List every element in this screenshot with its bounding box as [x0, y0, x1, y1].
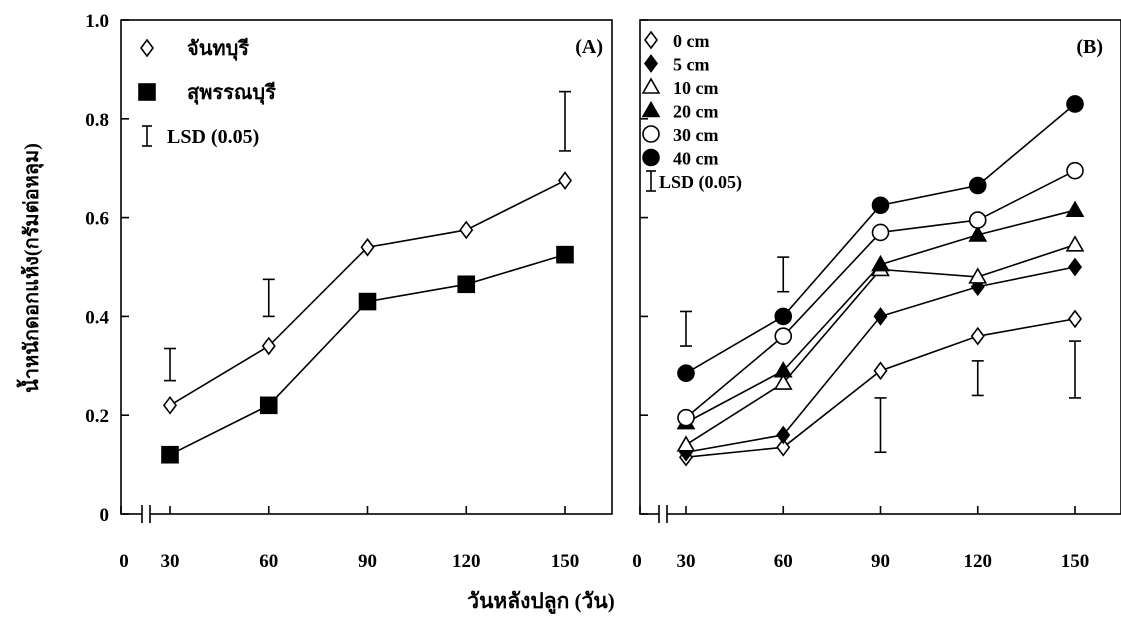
x-tick-label: 30	[161, 551, 180, 572]
legend-marker	[642, 148, 660, 167]
legend-marker	[644, 54, 658, 73]
data-point	[776, 437, 791, 457]
series-line	[169, 253, 566, 456]
legend-label: 40 cm	[673, 149, 718, 169]
data-point	[558, 171, 572, 190]
data-point	[1068, 257, 1082, 277]
x-tick-label: 120	[964, 551, 993, 572]
data-point	[968, 211, 987, 229]
y-tick-label: 0	[100, 505, 110, 526]
legend-lsd-label: LSD (0.05)	[167, 126, 259, 148]
data-point	[968, 176, 987, 195]
legend-marker	[138, 83, 156, 101]
panel-a: 0 30 60 90 120 150 0 0.2 0.4 0.6 0.8 1.0 (A) จันทบุรี…	[85, 11, 613, 572]
data-point	[457, 275, 476, 294]
x-tick-label: 150	[1061, 551, 1090, 572]
data-point	[871, 196, 890, 215]
y-tick-label: 0.6	[85, 209, 109, 230]
x-tick-label: 120	[452, 551, 481, 572]
x-tick-label: 0	[632, 551, 642, 572]
panel-label: (B)	[1076, 36, 1103, 58]
x-tick-label: 0	[119, 551, 129, 572]
y-tick-label: 0.2	[85, 406, 109, 427]
legend-marker	[642, 125, 660, 143]
data-point	[161, 445, 179, 464]
legend-label: 0 cm	[673, 31, 709, 51]
data-point	[1066, 161, 1084, 180]
data-point	[360, 237, 375, 257]
data-point	[871, 223, 890, 242]
data-point	[1065, 235, 1085, 252]
data-point	[968, 267, 988, 284]
data-point	[968, 225, 988, 242]
data-point	[773, 361, 793, 378]
legend-label: 5 cm	[673, 55, 709, 75]
data-point	[358, 292, 377, 311]
x-tick-label: 30	[677, 551, 696, 572]
data-point	[773, 373, 793, 390]
data-point	[556, 245, 574, 264]
data-point	[1068, 309, 1082, 329]
legend-marker	[641, 100, 661, 118]
legend-marker	[140, 38, 154, 58]
y-tick-label: 0.8	[85, 110, 109, 131]
axis-break-gap	[142, 506, 150, 522]
legend-lsd-label: LSD (0.05)	[659, 172, 742, 193]
data-point	[774, 327, 793, 345]
x-tick-label: 90	[358, 551, 377, 572]
legend-label: 30 cm	[673, 125, 718, 145]
x-tick-label: 60	[774, 551, 793, 572]
panel-b: 0 30 60 90 120 150 (B) 0 cm 5 cm 10 cm 20 cm 30 cm 4…	[632, 19, 1121, 572]
x-tick-label: 90	[871, 551, 890, 572]
data-point	[776, 425, 791, 445]
legend-label: 10 cm	[673, 78, 718, 98]
plot-frame	[120, 19, 613, 515]
legend-marker	[644, 30, 658, 50]
data-point	[1065, 200, 1085, 217]
figure-xlabel: วันหลังปลูก (วัน)	[467, 589, 614, 615]
legend-label: จันทบุรี	[187, 37, 249, 61]
data-point	[774, 307, 793, 326]
data-point	[676, 435, 696, 452]
legend-label: 20 cm	[673, 102, 718, 122]
axis-break-gap	[659, 506, 667, 522]
x-tick-label: 60	[259, 551, 278, 572]
x-tick-label: 150	[551, 551, 580, 572]
data-point	[163, 395, 177, 415]
data-point	[459, 220, 474, 240]
data-point	[1066, 95, 1084, 113]
data-point	[259, 396, 278, 415]
data-point	[677, 408, 695, 427]
legend-label: สุพรรณบุรี	[187, 81, 276, 105]
data-point	[873, 361, 888, 381]
data-point	[871, 254, 890, 272]
data-point	[261, 336, 276, 356]
panel-label: (A)	[575, 36, 603, 58]
y-tick-label: 0.4	[85, 307, 109, 328]
data-point	[970, 326, 985, 346]
legend-marker	[641, 77, 661, 94]
data-point	[873, 307, 888, 326]
figure-ylabel: น้ำหนักดอกแห้ง(กรัมต่อหลุม)	[16, 143, 44, 393]
data-point	[677, 364, 695, 383]
y-tick-label: 1.0	[85, 11, 109, 32]
